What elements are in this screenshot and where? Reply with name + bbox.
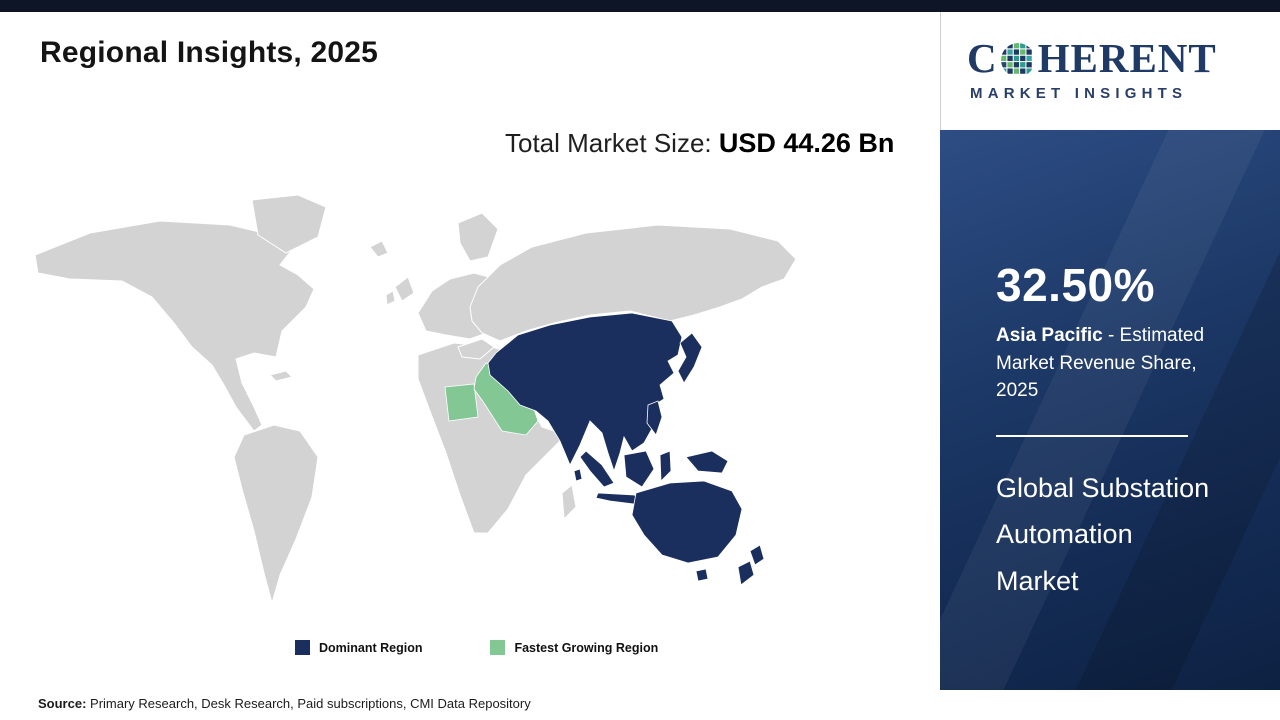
footer: Source: Primary Research, Desk Research,… [0,690,1280,720]
market-name: Global Substation Automation Market [996,472,1210,596]
legend-label: Fastest Growing Region [514,640,659,655]
logo-subtitle: MARKET INSIGHTS [970,85,1188,102]
world-map-container [30,195,810,625]
total-market-size: Total Market Size: USD 44.26 Bn [505,124,903,163]
market-size-value: USD 44.26 Bn [718,128,895,158]
region-description: - Estimated Market Revenue Share, 2025 [996,325,1205,402]
region-madagascar [561,484,577,521]
legend-label: Dominant Region [319,640,423,655]
region-sri-lanka [573,468,583,482]
region-tasmania [695,568,709,582]
market-size-label: Total Market Size: [505,128,719,158]
region-ireland [385,290,396,306]
world-map [34,195,797,605]
page-title: Regional Insights, 2025 [40,36,379,69]
legend-item-fastest-growing: Fastest Growing Region [490,640,658,655]
region-australia [631,480,743,564]
source-text: Primary Research, Desk Research, Paid su… [86,696,531,711]
stat-panel: 32.50% Asia Pacific - Estimated Market R… [940,130,1280,690]
main-content: Regional Insights, 2025 Total Market Siz… [0,12,940,690]
logo-wordmark: HERENT [1037,35,1217,81]
region-russia [469,224,797,342]
dominant-region-swatch [295,640,310,655]
brand-logo: C HERENT [967,38,1280,79]
map-legend: Dominant Region Fastest Growing Region [295,640,658,655]
region-new-guinea [685,450,729,474]
region-united-kingdom [394,276,415,302]
revenue-share-percent: 32.50% [996,259,1156,311]
brand-logo-area: C HERENT MARKET INSIGHTS [940,12,1280,130]
region-turkey [457,338,495,360]
sidebar: C HERENT MARKET INSIGHTS 32.50% Asia Pac [940,12,1280,690]
legend-item-dominant: Dominant Region [295,640,422,655]
region-greenland [251,195,327,254]
coherent-globe-icon [1000,42,1032,74]
region-sulawesi [659,450,672,482]
region-scandinavia [457,212,499,262]
region-cuba [269,370,293,382]
region-iceland [369,240,389,258]
region-egypt [444,383,479,422]
region-asia-mainland [487,312,683,473]
region-south-america [233,424,319,605]
region-borneo [623,450,655,488]
fastest-growing-region-swatch [490,640,506,655]
region-sumatra [579,450,615,488]
region-philippines [646,400,663,436]
region-name: Asia Pacific [996,325,1103,346]
logo-letter-c: C [967,35,998,81]
source-line: Source: Primary Research, Desk Research,… [38,690,531,718]
panel-divider [996,434,1188,437]
region-japan [677,332,703,384]
source-label: Source: [38,696,87,711]
region-new-zealand-north [749,544,765,566]
region-north-america [34,220,315,432]
region-new-zealand-south [737,560,755,586]
revenue-share-description: Asia Pacific - Estimated Market Revenue … [996,322,1234,405]
top-accent-bar [0,0,1280,12]
